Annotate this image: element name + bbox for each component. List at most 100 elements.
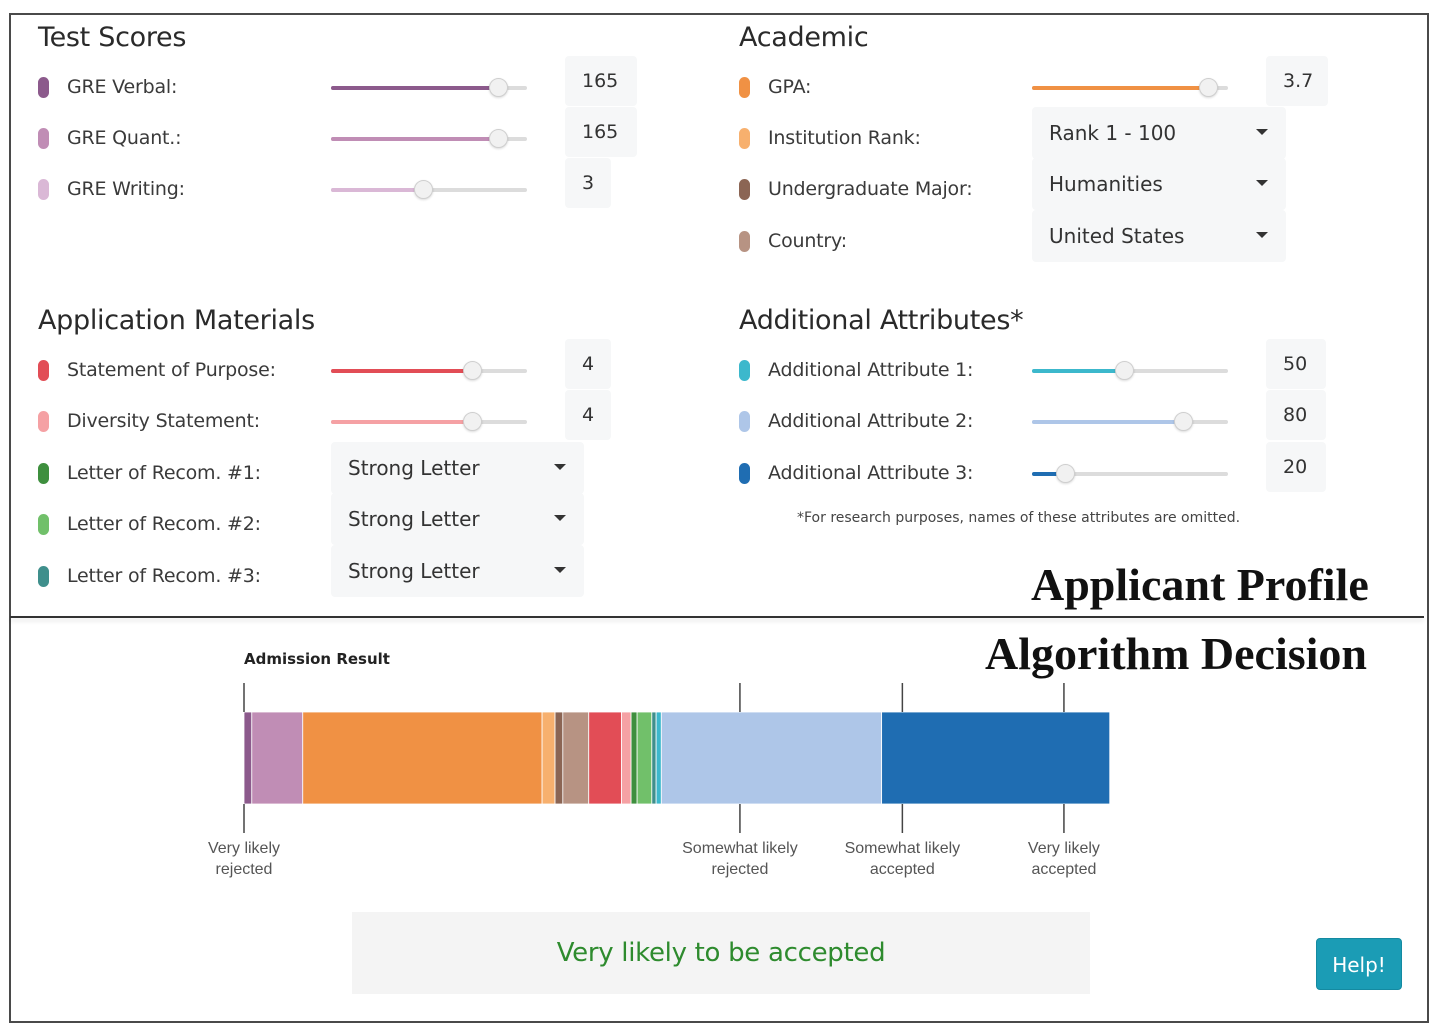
additional-attribute-1-row: Additional Attribute 1: 50 [739, 339, 1339, 391]
letter-recom-2-select[interactable]: Strong Letter [331, 493, 584, 545]
slider-fill [331, 420, 473, 424]
undergraduate-major-select[interactable]: Humanities [1032, 158, 1286, 210]
undergraduate-major-selected: Humanities [1049, 172, 1163, 196]
institution-rank-select[interactable]: Rank 1 - 100 [1032, 107, 1286, 159]
additional-attribute-1-label: Additional Attribute 1: [768, 359, 974, 381]
letter-recom-3-color-dot [38, 566, 49, 587]
chevron-down-icon [554, 515, 566, 521]
letter-recom-3-selected: Strong Letter [348, 559, 480, 583]
gre-quant-row: GRE Quant.: 165 [38, 107, 638, 159]
letter-recom-2-color-dot [38, 514, 49, 535]
bar-segment-8 [621, 711, 632, 805]
letter-recom-3-label: Letter of Recom. #3: [67, 565, 261, 587]
diversity-statement-label: Diversity Statement: [67, 410, 260, 432]
slider-thumb[interactable] [1173, 412, 1193, 431]
panel-divider [10, 616, 1424, 618]
diversity-statement-value[interactable]: 4 [565, 390, 611, 440]
slider-thumb[interactable] [463, 361, 483, 380]
additional-attribute-3-label: Additional Attribute 3: [768, 462, 974, 484]
additional-attribute-2-slider[interactable] [1032, 412, 1228, 431]
section-title-test-scores: Test Scores [38, 22, 187, 53]
slider-fill [331, 188, 424, 192]
slider-fill [331, 369, 473, 373]
section-title-additional-attributes: Additional Attributes* [739, 305, 1024, 336]
slider-thumb[interactable] [463, 412, 483, 431]
country-row: Country: United States [739, 210, 1339, 262]
gre-writing-row: GRE Writing: 3 [38, 158, 638, 210]
slider-thumb[interactable] [1115, 361, 1135, 380]
letter-recom-1-selected: Strong Letter [348, 456, 480, 480]
bar-segment-14 [881, 711, 1111, 805]
chevron-down-icon [554, 567, 566, 573]
gpa-slider[interactable] [1032, 78, 1228, 97]
additional-attribute-1-slider[interactable] [1032, 361, 1228, 380]
undergraduate-major-row: Undergraduate Major: Humanities [739, 158, 1339, 210]
institution-rank-color-dot [739, 128, 750, 149]
gre-verbal-label: GRE Verbal: [67, 76, 178, 98]
gre-quant-value[interactable]: 165 [565, 107, 637, 157]
institution-rank-selected: Rank 1 - 100 [1049, 121, 1177, 145]
bar-segment-7 [588, 711, 622, 805]
bar-segment-10 [636, 711, 653, 805]
additional-attribute-3-value[interactable]: 20 [1266, 442, 1326, 492]
gre-verbal-value[interactable]: 165 [565, 56, 637, 106]
applicant-profile-label: Applicant Profile [1031, 559, 1369, 610]
gpa-color-dot [739, 77, 750, 98]
bar-segment-3 [302, 711, 543, 805]
chevron-down-icon [1256, 129, 1268, 135]
gre-writing-label: GRE Writing: [67, 178, 185, 200]
tick-label-3: Somewhat likely accepted [845, 840, 961, 878]
undergraduate-major-label: Undergraduate Major: [768, 178, 973, 200]
slider-fill [1032, 369, 1125, 373]
diversity-statement-row: Diversity Statement: 4 [38, 390, 638, 442]
bar-segment-13 [660, 711, 883, 805]
gpa-row: GPA: 3.7 [739, 56, 1339, 108]
statement-of-purpose-value[interactable]: 4 [565, 339, 611, 389]
additional-attribute-3-slider[interactable] [1032, 464, 1228, 483]
gre-quant-slider[interactable] [331, 129, 527, 148]
letter-recom-3-row: Letter of Recom. #3: Strong Letter [38, 545, 638, 597]
letter-recom-1-label: Letter of Recom. #1: [67, 462, 261, 484]
statement-of-purpose-label: Statement of Purpose: [67, 359, 276, 381]
letter-recom-1-row: Letter of Recom. #1: Strong Letter [38, 442, 638, 494]
gre-writing-value[interactable]: 3 [565, 158, 611, 208]
gre-writing-color-dot [38, 179, 49, 200]
additional-attribute-2-color-dot [739, 411, 750, 432]
statement-of-purpose-color-dot [38, 360, 49, 381]
bar-segment-4 [541, 711, 556, 805]
gre-verbal-slider[interactable] [331, 78, 527, 97]
slider-fill [331, 137, 498, 141]
slider-fill [331, 86, 498, 90]
bar-segment-9 [630, 711, 638, 805]
additional-attribute-2-value[interactable]: 80 [1266, 390, 1326, 440]
slider-thumb[interactable] [1056, 464, 1076, 483]
letter-recom-3-select[interactable]: Strong Letter [331, 545, 584, 597]
letter-recom-2-row: Letter of Recom. #2: Strong Letter [38, 493, 638, 545]
bar-segment-12 [655, 711, 662, 805]
diversity-statement-slider[interactable] [331, 412, 527, 431]
letter-recom-1-select[interactable]: Strong Letter [331, 442, 584, 494]
slider-thumb[interactable] [488, 78, 508, 97]
gpa-value[interactable]: 3.7 [1266, 56, 1328, 106]
slider-thumb[interactable] [488, 129, 508, 148]
additional-attribute-3-color-dot [739, 463, 750, 484]
help-button[interactable]: Help! [1316, 938, 1402, 990]
gpa-label: GPA: [768, 76, 812, 98]
additional-attributes-footnote: *For research purposes, names of these a… [797, 510, 1241, 526]
slider-thumb[interactable] [414, 180, 434, 199]
additional-attribute-1-value[interactable]: 50 [1266, 339, 1326, 389]
gre-quant-label: GRE Quant.: [67, 127, 182, 149]
letter-recom-1-color-dot [38, 463, 49, 484]
additional-attribute-2-label: Additional Attribute 2: [768, 410, 974, 432]
country-color-dot [739, 231, 750, 252]
additional-attribute-1-color-dot [739, 360, 750, 381]
bar-segment-5 [554, 711, 564, 805]
tick-label-4: Very likely accepted [1028, 840, 1100, 878]
statement-of-purpose-slider[interactable] [331, 361, 527, 380]
slider-thumb[interactable] [1199, 78, 1219, 97]
chart-title: Admission Result [244, 650, 390, 668]
country-select[interactable]: United States [1032, 210, 1286, 262]
statement-of-purpose-row: Statement of Purpose: 4 [38, 339, 638, 391]
gre-writing-slider[interactable] [331, 180, 527, 199]
